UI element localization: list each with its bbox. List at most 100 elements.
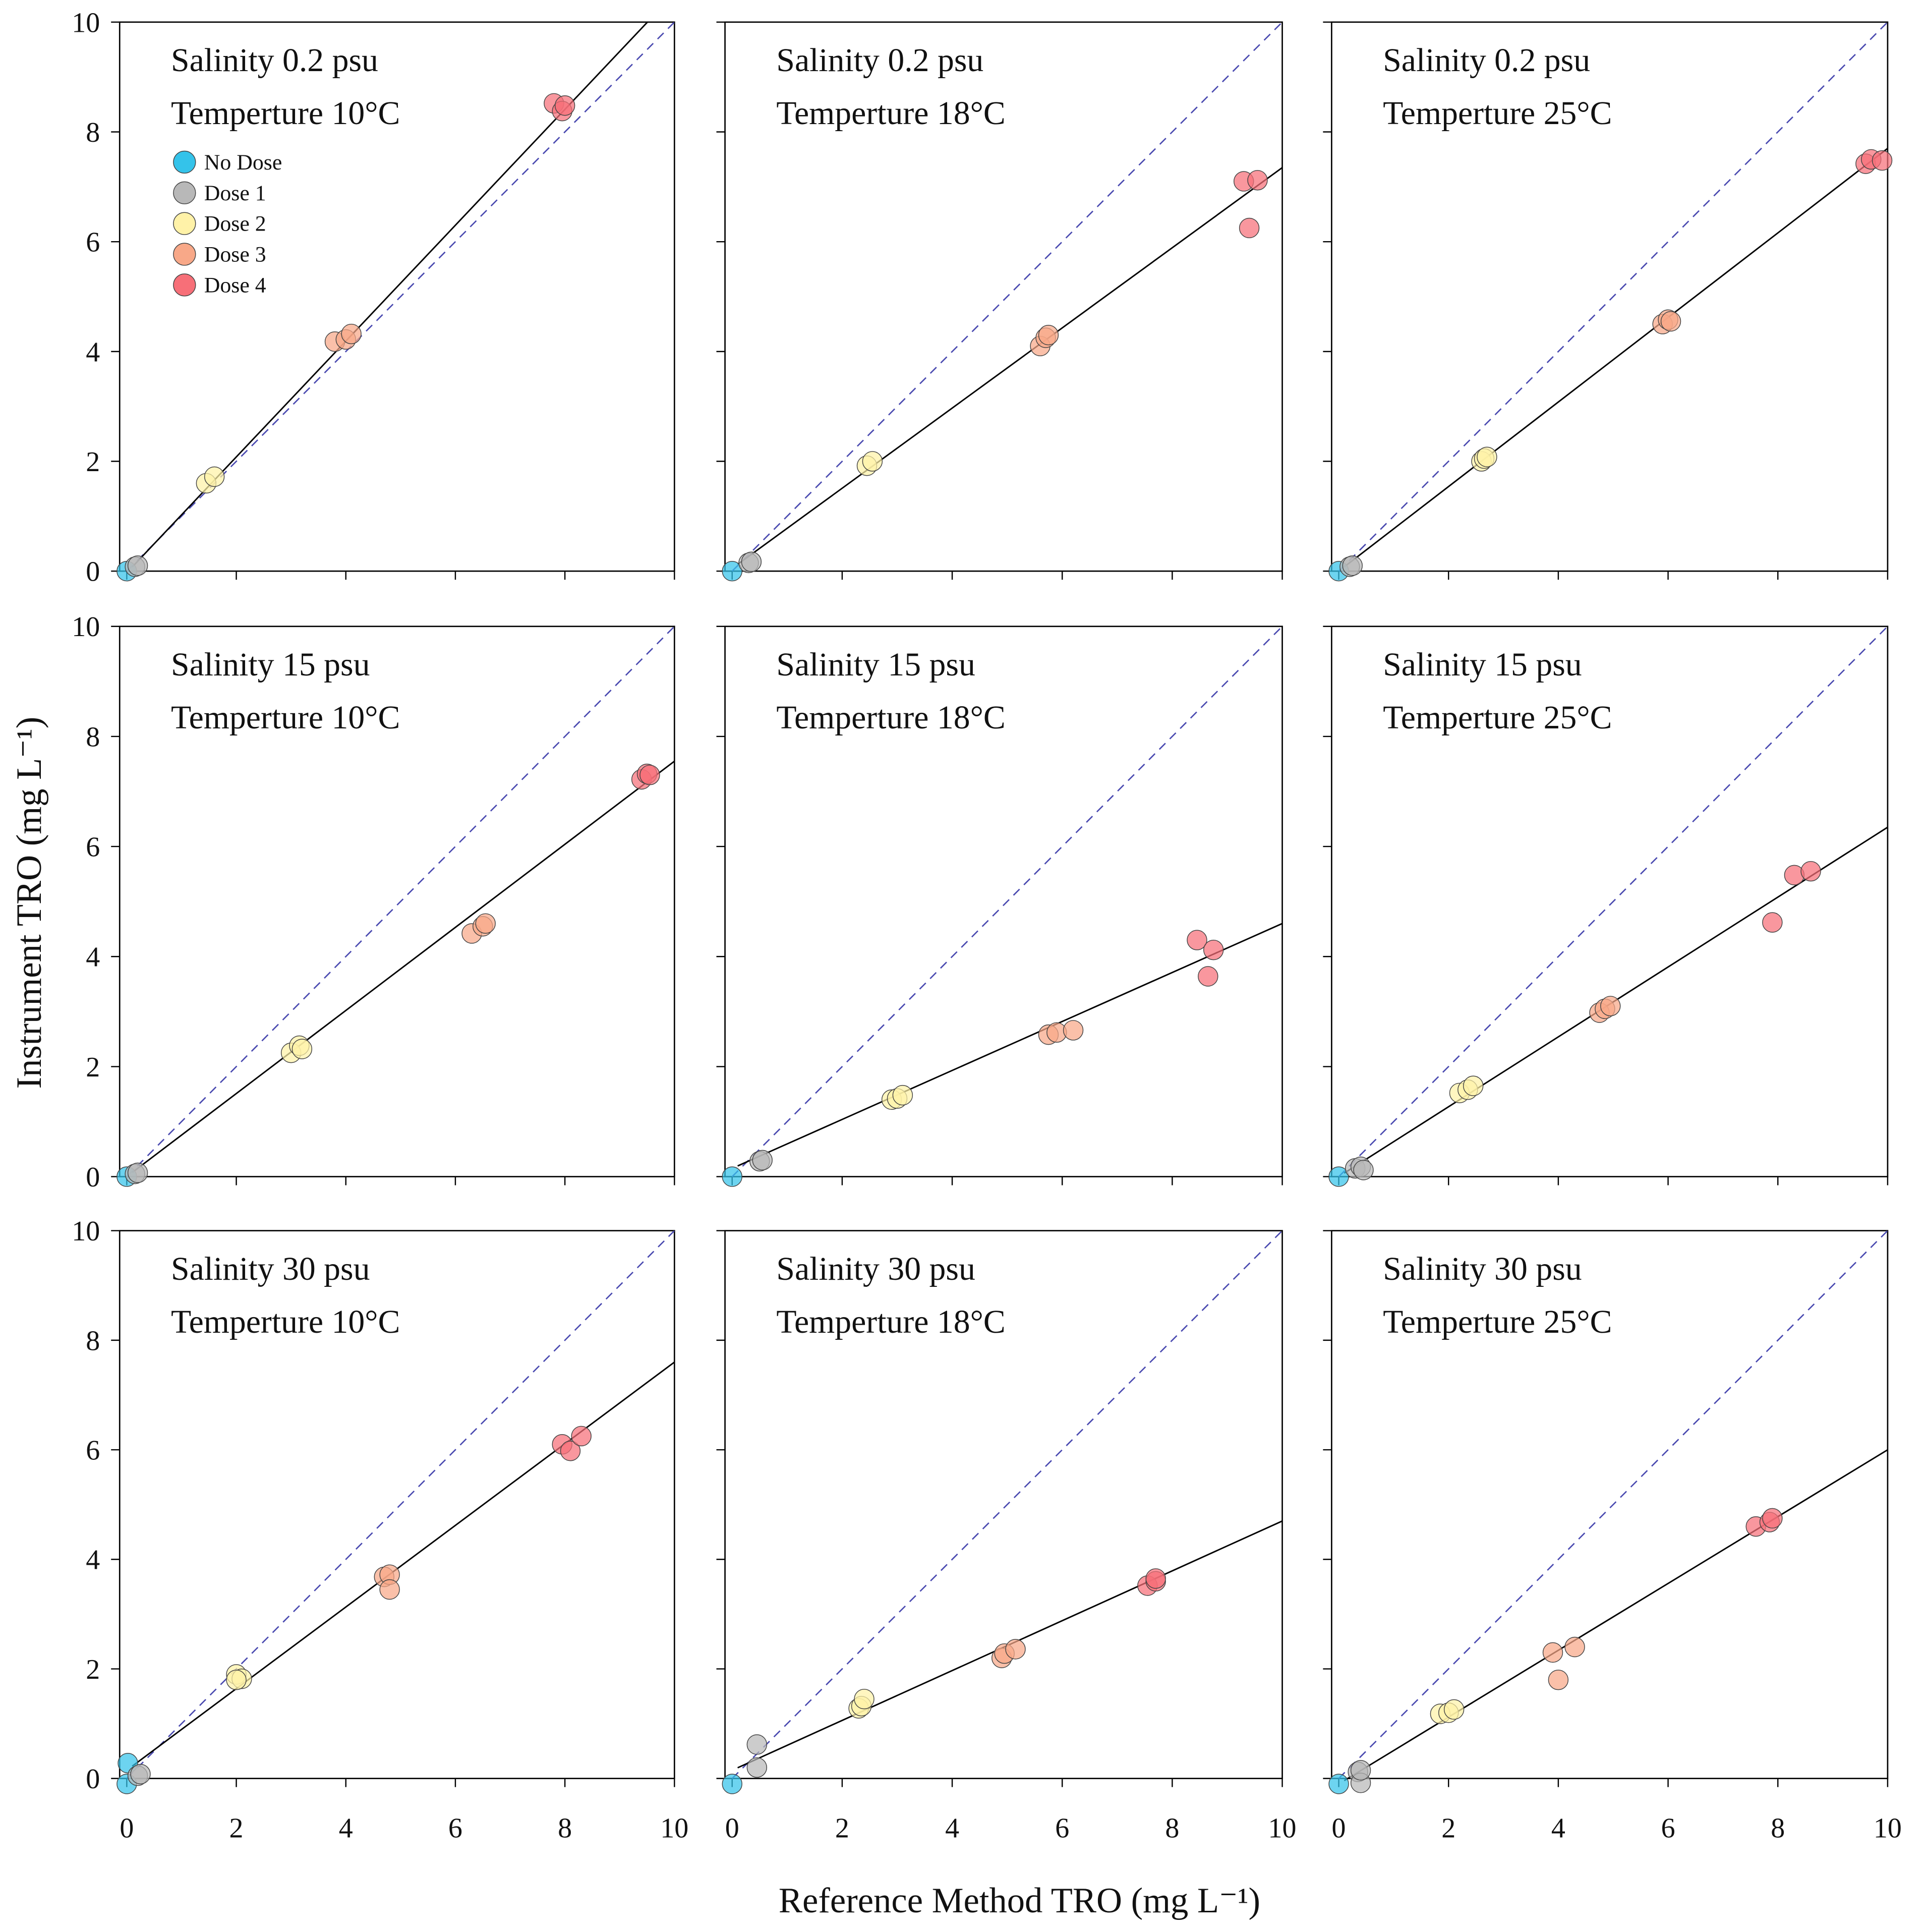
panel-temperature-label: Temperture 18°C (776, 95, 1005, 132)
y-tick-label: 6 (86, 832, 100, 863)
x-tick-label: 8 (558, 1813, 572, 1844)
plot-frame (724, 21, 1283, 572)
data-point-dose3 (379, 1579, 400, 1600)
panel-6: Salinity 15 psu Temperture 25°C (1323, 626, 1889, 1187)
data-point-dose4 (560, 1441, 581, 1461)
panel-3: Salinity 0.2 psu Temperture 25°C (1323, 21, 1893, 582)
plot-frame (1331, 1230, 1889, 1779)
data-point-dose3 (341, 323, 362, 345)
data-point-dose2 (1443, 1699, 1465, 1720)
regression-line (132, 1361, 675, 1767)
plot-frame (1331, 21, 1889, 572)
panel-salinity-label: Salinity 15 psu (171, 646, 370, 683)
x-tick-label: 2 (229, 1813, 244, 1844)
regression-line (132, 760, 675, 1173)
plot-frame (724, 626, 1283, 1177)
one-to-one-reference-line (1338, 1230, 1888, 1779)
legend: No Dose Dose 1 Dose 2 Dose 3 Dose 4 (173, 150, 282, 297)
panel-salinity-label: Salinity 15 psu (776, 646, 975, 683)
x-tick-label: 0 (725, 1813, 739, 1844)
y-tick-label: 6 (86, 227, 100, 258)
one-to-one-reference-line (1338, 22, 1888, 572)
y-tick-label: 0 (86, 556, 100, 588)
data-point-dose1 (127, 1162, 148, 1183)
regression-line (1344, 147, 1888, 567)
x-tick-label: 6 (448, 1813, 462, 1844)
data-point-dose1 (1353, 1160, 1374, 1180)
one-to-one-reference-line (1338, 626, 1888, 1177)
data-point-dose2 (204, 466, 225, 487)
data-point-dose2 (1463, 1075, 1484, 1096)
y-tick-label: 8 (86, 721, 100, 753)
data-point-dose4 (1247, 170, 1268, 191)
y-tick-label: 0 (86, 1764, 100, 1795)
y-axis-label: Instrument TRO (mg L⁻¹) (10, 717, 49, 1089)
data-point-dose2 (226, 1669, 247, 1690)
panel-salinity-label: Salinity 0.2 psu (1383, 42, 1590, 79)
legend-marker-dose4 (173, 273, 196, 297)
one-to-one-reference-line (731, 22, 1282, 572)
panel-1: 0 2 4 6 8 10 Salinity 0.2 psu Temperture 10°C No… (72, 7, 675, 588)
data-point-dose3 (1660, 311, 1681, 332)
data-point-dose4 (1203, 939, 1224, 960)
x-axis-label: Reference Method TRO (mg L⁻¹) (779, 1881, 1260, 1920)
legend-label: Dose 3 (204, 243, 266, 267)
y-tick-label: 10 (72, 611, 100, 643)
panel-9: 0 2 4 6 8 10 Salinity 30 psu Temperture 25°C (1323, 1230, 1902, 1844)
panel-temperature-label: Temperture 10°C (171, 699, 400, 736)
data-point-dose1 (741, 551, 762, 572)
data-point-dose4 (1762, 912, 1783, 933)
regression-line (737, 167, 1282, 565)
legend-marker-dose3 (173, 243, 196, 266)
data-point-dose1 (752, 1150, 773, 1171)
y-tick-label: 0 (86, 1162, 100, 1193)
plot-frame (119, 1230, 675, 1779)
data-point-dose1 (130, 1764, 151, 1785)
legend-marker-dose1 (173, 181, 196, 204)
data-point-dose1 (127, 555, 148, 576)
one-to-one-reference-line (126, 22, 675, 572)
panel-2: Salinity 0.2 psu Temperture 18°C (716, 21, 1283, 582)
x-tick-label: 0 (1332, 1813, 1346, 1844)
panel-salinity-label: Salinity 15 psu (1383, 646, 1582, 683)
data-point-dose2 (1477, 446, 1497, 468)
y-tick-label: 4 (86, 942, 100, 973)
panel-temperature-label: Temperture 25°C (1383, 1303, 1612, 1340)
panel-5: Salinity 15 psu Temperture 18°C (716, 626, 1283, 1187)
data-point-dose3 (1548, 1669, 1569, 1690)
data-point-dose1 (1350, 1760, 1371, 1781)
data-point-dose3 (1542, 1642, 1563, 1663)
legend-label: Dose 2 (204, 212, 266, 236)
data-point-dose3 (1038, 324, 1059, 346)
y-tick-label: 2 (86, 446, 100, 478)
data-point-dose3 (1600, 996, 1621, 1016)
x-tick-label: 2 (1441, 1813, 1455, 1844)
legend-label: Dose 4 (204, 273, 266, 297)
data-point-dose4 (1762, 1508, 1783, 1529)
data-point-dose4 (1145, 1568, 1166, 1589)
one-to-one-reference-line (126, 1230, 675, 1779)
panel-salinity-label: Salinity 0.2 psu (776, 42, 983, 79)
panel-temperature-label: Temperture 18°C (776, 699, 1005, 736)
panel-temperature-label: Temperture 10°C (171, 95, 400, 132)
panel-salinity-label: Salinity 30 psu (171, 1251, 370, 1287)
y-tick-label: 8 (86, 117, 100, 148)
x-tick-label: 6 (1055, 1813, 1069, 1844)
one-to-one-reference-line (731, 1230, 1282, 1779)
regression-line (737, 923, 1282, 1167)
x-tick-label: 4 (945, 1813, 959, 1844)
data-point-dose2 (291, 1039, 313, 1059)
one-to-one-reference-line (126, 626, 675, 1177)
legend-label: No Dose (204, 150, 282, 175)
data-point-dose3 (1063, 1020, 1084, 1041)
y-tick-label: 4 (86, 336, 100, 368)
data-point-dose2 (854, 1688, 874, 1710)
x-tick-label: 10 (660, 1813, 688, 1844)
data-point-dose4 (1800, 861, 1821, 882)
data-point-dose3 (1005, 1639, 1026, 1660)
data-point-dose1 (746, 1734, 768, 1755)
x-tick-label: 0 (120, 1813, 134, 1844)
plot-frame (119, 21, 675, 572)
panel-7: 0 2 4 6 8 10 0 2 4 6 8 10 Salinity 30 psu Temperture … (72, 1216, 688, 1844)
panel-salinity-label: Salinity 30 psu (1383, 1251, 1582, 1287)
